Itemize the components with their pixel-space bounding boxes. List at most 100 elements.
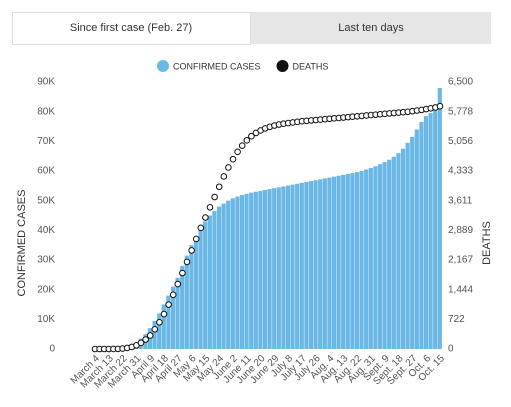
bar <box>207 215 212 349</box>
bar <box>281 186 286 349</box>
bar <box>253 191 258 349</box>
death-point <box>197 224 205 232</box>
bar <box>212 211 217 349</box>
bar <box>272 188 277 349</box>
y-axis-label: CONFIRMED CASES <box>16 190 28 297</box>
bar <box>221 203 226 349</box>
tab-active[interactable] <box>12 12 251 45</box>
bar <box>322 178 327 349</box>
death-point <box>211 193 218 201</box>
tab-inactive[interactable] <box>250 12 491 44</box>
death-point <box>165 301 172 308</box>
y-tick-label: 30K <box>37 255 55 266</box>
bar <box>331 176 337 349</box>
legend-swatch <box>157 60 169 72</box>
bar <box>285 185 291 349</box>
death-point <box>179 269 186 277</box>
death-point <box>206 203 214 211</box>
bar <box>350 173 355 349</box>
bar <box>170 286 176 349</box>
bar <box>396 153 401 349</box>
death-point <box>160 310 168 318</box>
bar <box>405 142 410 349</box>
y-tick-label: 70K <box>37 136 55 147</box>
legend-swatch <box>276 60 289 72</box>
death-point <box>202 214 209 221</box>
bar <box>368 168 373 349</box>
bar <box>161 304 166 349</box>
y-tick-label: 60K <box>37 166 55 177</box>
death-point <box>192 235 200 243</box>
death-point <box>229 155 237 163</box>
y2-tick-label: 2,167 <box>448 255 473 266</box>
death-point <box>183 258 191 266</box>
death-point <box>146 332 154 339</box>
bar <box>354 172 360 349</box>
y2-tick-label: 722 <box>448 314 465 325</box>
bar <box>276 187 281 349</box>
bar <box>345 173 350 349</box>
bar <box>189 245 194 349</box>
death-point <box>215 183 223 191</box>
bar <box>318 179 323 349</box>
death-point <box>243 137 251 144</box>
bar <box>295 183 300 349</box>
bar <box>313 180 318 349</box>
bar <box>327 177 332 349</box>
legend-label: CONFIRMED CASES <box>173 61 261 71</box>
bar <box>373 166 378 349</box>
y2-tick-label: 3,611 <box>448 195 473 206</box>
tab-label[interactable]: Since first case (Feb. 27) <box>70 22 192 34</box>
death-point <box>220 173 228 180</box>
bar <box>400 148 406 349</box>
y2-tick-label: 6,500 <box>448 77 473 88</box>
bar <box>267 189 272 349</box>
y2-tick-label: 5,056 <box>448 136 473 147</box>
bar <box>249 192 254 349</box>
y-tick-label: 10K <box>37 314 55 325</box>
bar <box>359 171 364 349</box>
death-point <box>436 102 444 110</box>
y2-tick-label: 4,333 <box>448 166 473 177</box>
legend-label: DEATHS <box>293 61 329 71</box>
bar <box>377 164 383 349</box>
death-point <box>188 247 195 254</box>
y2-tick-label: 1,444 <box>448 284 473 295</box>
bar <box>364 169 369 349</box>
bar <box>203 221 208 349</box>
bar <box>239 195 245 349</box>
bar <box>414 129 419 349</box>
death-point <box>151 325 159 333</box>
bar <box>299 182 304 349</box>
bar <box>308 181 314 349</box>
bar <box>226 200 231 349</box>
death-point <box>169 291 177 299</box>
bar <box>410 136 415 349</box>
bar <box>193 236 199 349</box>
y2-axis-label: DEATHS <box>481 221 493 265</box>
bar <box>387 159 392 349</box>
tab-label[interactable]: Last ten days <box>338 22 404 34</box>
bar <box>262 189 268 349</box>
bar <box>336 175 341 349</box>
bar <box>433 105 438 349</box>
bar <box>244 193 249 349</box>
bar <box>341 174 346 349</box>
bar <box>230 198 235 349</box>
bar <box>428 113 433 350</box>
death-point <box>248 132 255 140</box>
death-point <box>142 336 149 343</box>
death-point <box>225 164 232 171</box>
death-point <box>234 148 241 156</box>
bar <box>437 87 442 349</box>
bar <box>382 162 387 349</box>
y2-tick-label: 5,778 <box>448 106 473 117</box>
y2-tick-label: 2,889 <box>448 225 473 236</box>
bar <box>180 265 185 349</box>
bar <box>216 206 222 349</box>
bar <box>304 181 309 349</box>
y-tick-label: 80K <box>37 106 55 117</box>
death-point <box>137 339 145 347</box>
bar <box>290 184 295 349</box>
